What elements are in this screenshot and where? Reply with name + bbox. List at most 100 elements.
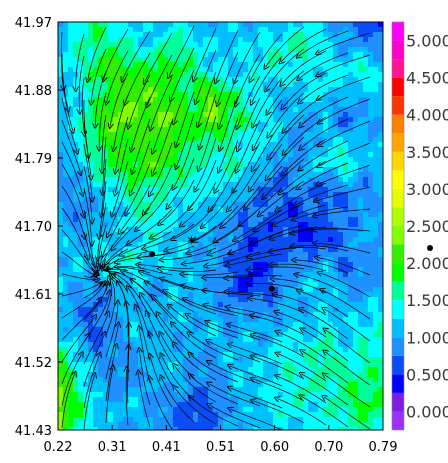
field-cell	[283, 362, 289, 368]
field-cell	[243, 342, 249, 348]
field-cell	[368, 332, 374, 338]
field-cell	[88, 342, 94, 348]
field-cell	[283, 117, 289, 123]
field-cell	[368, 372, 374, 378]
field-cell	[163, 297, 169, 303]
field-cell	[83, 302, 89, 308]
field-cell	[68, 102, 74, 108]
field-cell	[108, 347, 114, 353]
field-cell	[348, 87, 354, 93]
field-cell	[98, 162, 104, 168]
field-cell	[368, 32, 374, 38]
field-cell	[233, 352, 239, 358]
field-cell	[178, 142, 184, 148]
field-cell	[123, 357, 129, 363]
field-cell	[93, 102, 99, 108]
field-cell	[158, 132, 164, 138]
field-cell	[203, 32, 209, 38]
field-cell	[88, 47, 94, 53]
field-cell	[228, 167, 234, 173]
field-cell	[353, 137, 359, 143]
field-cell	[188, 37, 194, 43]
field-cell	[138, 332, 144, 338]
field-cell	[318, 102, 324, 108]
field-cell	[193, 212, 199, 218]
field-cell	[253, 327, 259, 333]
field-cell	[98, 32, 104, 38]
field-cell	[208, 122, 214, 128]
field-cell	[348, 167, 354, 173]
field-cell	[318, 252, 324, 258]
field-cell	[258, 102, 264, 108]
field-cell	[173, 257, 179, 263]
field-cell	[193, 392, 199, 398]
field-cell	[233, 392, 239, 398]
field-cell	[108, 82, 114, 88]
field-cell	[123, 32, 129, 38]
field-cell	[353, 377, 359, 383]
field-cell	[143, 47, 149, 53]
field-cell	[138, 307, 144, 313]
field-cell	[93, 107, 99, 113]
field-cell	[158, 192, 164, 198]
field-cell	[133, 382, 139, 388]
field-cell	[58, 237, 64, 243]
field-cell	[73, 47, 79, 53]
field-cell	[218, 287, 224, 293]
field-cell	[73, 332, 79, 338]
field-cell	[368, 222, 374, 228]
field-cell	[108, 312, 114, 318]
field-cell	[303, 37, 309, 43]
field-cell	[303, 182, 309, 188]
field-cell	[373, 177, 379, 183]
field-cell	[243, 247, 249, 253]
field-cell	[193, 177, 199, 183]
field-cell	[143, 222, 149, 228]
field-cell	[233, 182, 239, 188]
field-cell	[173, 222, 179, 228]
field-cell	[238, 47, 244, 53]
field-cell	[198, 392, 204, 398]
field-cell	[143, 172, 149, 178]
field-cell	[223, 52, 229, 58]
field-cell	[158, 117, 164, 123]
field-cell	[373, 37, 379, 43]
field-cell	[218, 97, 224, 103]
field-cell	[103, 342, 109, 348]
field-cell	[143, 202, 149, 208]
field-cell	[128, 397, 134, 403]
field-cell	[158, 382, 164, 388]
field-cell	[333, 27, 339, 33]
field-cell	[298, 277, 304, 283]
field-cell	[73, 117, 79, 123]
field-cell	[168, 137, 174, 143]
field-cell	[308, 287, 314, 293]
field-cell	[113, 252, 119, 258]
field-cell	[93, 192, 99, 198]
field-cell	[248, 142, 254, 148]
field-cell	[353, 32, 359, 38]
field-cell	[268, 297, 274, 303]
field-cell	[78, 77, 84, 83]
field-cell	[138, 402, 144, 408]
field-cell	[78, 182, 84, 188]
field-cell	[128, 367, 134, 373]
field-cell	[273, 82, 279, 88]
field-cell	[223, 377, 229, 383]
field-cell	[178, 177, 184, 183]
field-cell	[73, 62, 79, 68]
field-cell	[278, 262, 284, 268]
field-cell	[193, 297, 199, 303]
field-cell	[363, 117, 369, 123]
field-cell	[93, 22, 99, 28]
field-cell	[238, 347, 244, 353]
field-cell	[133, 182, 139, 188]
field-cell	[68, 297, 74, 303]
field-cell	[123, 387, 129, 393]
field-cell	[153, 212, 159, 218]
field-cell	[318, 382, 324, 388]
field-cell	[138, 157, 144, 163]
field-cell	[248, 297, 254, 303]
field-cell	[273, 377, 279, 383]
field-cell	[293, 137, 299, 143]
